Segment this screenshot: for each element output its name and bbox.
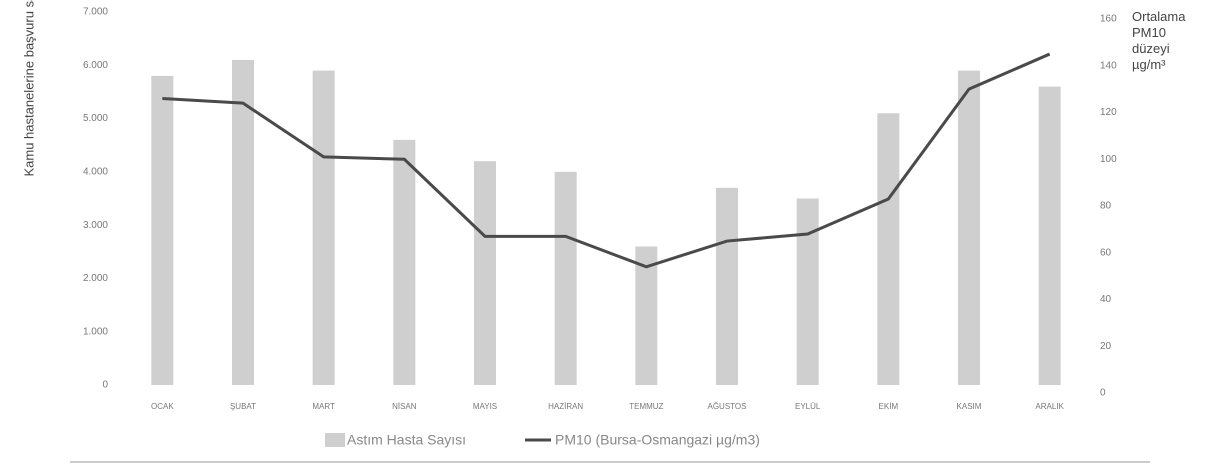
y2-axis-title-line: µg/m³: [1132, 57, 1166, 72]
y2-axis-title-line: Ortalama: [1132, 9, 1186, 24]
y2-tick-label: 100: [1100, 154, 1117, 165]
y2-axis-title-line: PM10: [1132, 25, 1166, 40]
y2-tick-label: 160: [1100, 14, 1117, 25]
y2-tick-label: 40: [1100, 294, 1112, 305]
bar: [393, 139, 416, 385]
x-tick-label: EYLÜL: [795, 402, 821, 411]
x-tick-label: TEMMUZ: [629, 402, 663, 411]
y-tick-label: 4.000: [83, 166, 108, 177]
legend-swatch: [325, 433, 345, 447]
y-tick-label: 0: [102, 380, 108, 391]
bar: [151, 75, 174, 385]
legend-label: PM10 (Bursa-Osmangazi µg/m3): [555, 432, 760, 448]
bar: [474, 161, 496, 385]
y2-tick-label: 60: [1100, 247, 1112, 258]
x-tick-label: EKİM: [879, 402, 899, 411]
x-tick-label: ŞUBAT: [230, 402, 256, 411]
bar: [554, 171, 577, 385]
bar: [1038, 86, 1061, 385]
y-tick-label: 1.000: [83, 326, 108, 337]
x-tick-label: MAYIS: [473, 402, 497, 411]
bar: [958, 70, 980, 385]
y-axis-title: Kamu hastanelerine başvuru sayısı: [21, 0, 36, 177]
bar: [232, 59, 254, 385]
x-tick-label: NİSAN: [392, 402, 417, 411]
bar: [877, 113, 900, 385]
x-tick-label: MART: [312, 402, 335, 411]
y-tick-label: 6.000: [83, 60, 108, 71]
y-tick-label: 2.000: [83, 273, 108, 284]
x-tick-label: ARALIK: [1035, 402, 1064, 411]
y2-tick-label: 140: [1100, 60, 1117, 71]
y-tick-label: 3.000: [83, 220, 108, 231]
y2-tick-label: 80: [1100, 201, 1112, 212]
x-tick-label: HAZİRAN: [548, 402, 583, 411]
y2-tick-label: 20: [1100, 341, 1112, 352]
y2-axis-title-line: düzeyi: [1132, 41, 1170, 56]
bar: [796, 198, 819, 385]
line: [162, 52, 1051, 269]
y2-axis-title: Ortalama PM10 düzeyi µg/m³: [1132, 9, 1186, 72]
bar: [312, 70, 335, 385]
x-tick-label: KASIM: [957, 402, 982, 411]
x-tick-label: OCAK: [151, 402, 174, 411]
x-tick-label: AĞUSTOS: [708, 402, 747, 411]
y-tick-label: 7.000: [83, 7, 108, 18]
bar: [716, 187, 738, 385]
y2-tick-label: 0: [1100, 388, 1106, 399]
y2-tick-label: 120: [1100, 107, 1117, 118]
y-tick-label: 5.000: [83, 113, 108, 124]
bar: [635, 246, 658, 385]
legend-label: Astım Hasta Sayısı: [347, 432, 466, 448]
